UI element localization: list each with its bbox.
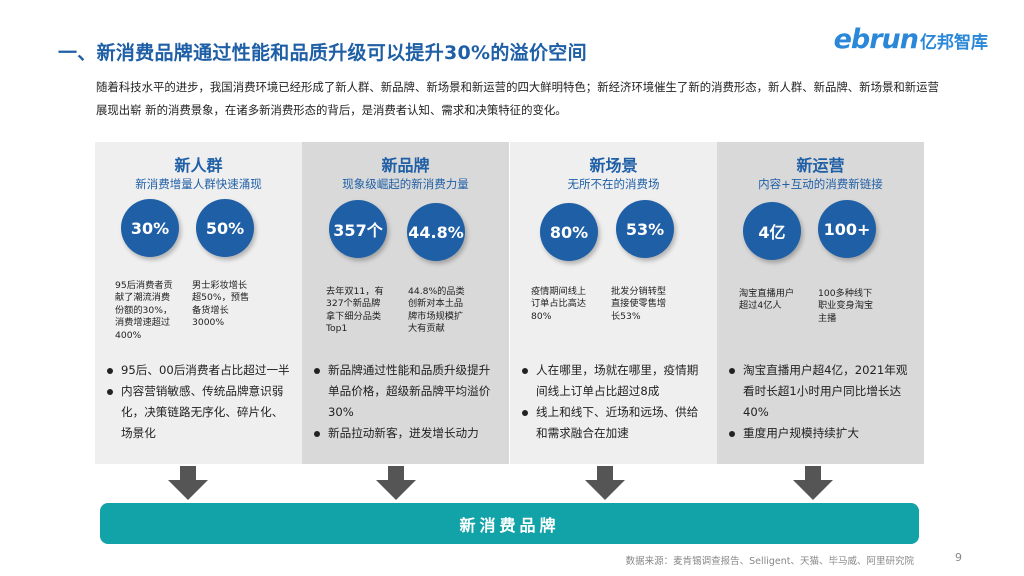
brand-logo: ebrun 亿邦智库 xyxy=(834,24,988,55)
bullet-item: 线上和线下、近场和远场、供给和需求融合在加速 xyxy=(522,402,709,444)
bullet-item: 重度用户规模持续扩大 xyxy=(729,423,916,444)
page-title: 一、新消费品牌通过性能和品质升级可以提升30%的溢价空间 xyxy=(58,42,587,64)
card-new-people: 新人群 新消费增量人群快速涌现 30% 50% 95后消费者贡 献了潮流消费 份… xyxy=(95,142,302,464)
stat-note: 95后消费者贡 献了潮流消费 份额的30%， 消费增速超过 400% xyxy=(115,280,173,341)
card-subtitle: 无所不在的消费场 xyxy=(567,177,660,191)
bullet-item: 新品牌通过性能和品质升级提升单品价格，超级新品牌平均溢价30% xyxy=(314,360,501,423)
data-source: 数据来源：麦肯锡调查报告、Selligent、天猫、毕马威、阿里研究院 xyxy=(625,556,914,567)
stat-circle: 357个 xyxy=(329,200,387,258)
stat-circle: 4亿 xyxy=(743,202,801,260)
stat-note: 疫情期间线上 订单占比高达 80% xyxy=(531,286,587,322)
card-subtitle: 现象级崛起的新消费力量 xyxy=(342,177,469,191)
logo-text-en: ebrun xyxy=(833,24,919,55)
bullet-item: 95后、00后消费者占比超过一半 xyxy=(107,360,294,381)
bullet-list: 淘宝直播用户超4亿，2021年观看时长超1小时用户同比增长达40% 重度用户规模… xyxy=(729,360,916,444)
bullet-list: 人在哪里，场就在哪里，疫情期间线上订单占比超过8成 线上和线下、近场和远场、供给… xyxy=(522,360,709,444)
stat-note: 淘宝直播用户 超过4亿人 xyxy=(739,288,795,312)
bullet-item: 人在哪里，场就在哪里，疫情期间线上订单占比超过8成 xyxy=(522,360,709,402)
stat-circle: 50% xyxy=(196,199,254,257)
page-number: 9 xyxy=(955,551,962,564)
stat-circle: 100+ xyxy=(818,200,876,258)
logo-text-cn: 亿邦智库 xyxy=(920,33,988,53)
stat-note: 男士彩妆增长 超50%，预售 备货增长 3000% xyxy=(192,280,250,329)
stat-circle: 80% xyxy=(540,203,598,261)
stat-note: 100多种线下 职业变身淘宝 主播 xyxy=(818,288,874,324)
card-new-operation: 新运营 内容+互动的消费新链接 4亿 100+ 淘宝直播用户 超过4亿人 100… xyxy=(717,142,924,464)
bullet-list: 95后、00后消费者占比超过一半 内容营销敏感、传统品牌意识弱化，决策链路无序化… xyxy=(107,360,294,444)
bullet-list: 新品牌通过性能和品质升级提升单品价格，超级新品牌平均溢价30% 新品拉动新客，迸… xyxy=(314,360,501,444)
bullet-item: 内容营销敏感、传统品牌意识弱化，决策链路无序化、碎片化、场景化 xyxy=(107,381,294,444)
stat-circle: 44.8% xyxy=(407,203,465,261)
bullet-item: 淘宝直播用户超4亿，2021年观看时长超1小时用户同比增长达40% xyxy=(729,360,916,423)
intro-paragraph: 随着科技水平的进步，我国消费环境已经形成了新人群、新品牌、新场景和新运营的四大鲜… xyxy=(96,80,939,117)
card-subtitle: 内容+互动的消费新链接 xyxy=(758,177,883,191)
card-title: 新人群 xyxy=(174,156,223,175)
stat-circle: 53% xyxy=(616,200,674,258)
stat-circle: 30% xyxy=(121,199,179,257)
card-title: 新运营 xyxy=(796,156,845,175)
bullet-item: 新品拉动新客，迸发增长动力 xyxy=(314,423,501,444)
card-subtitle: 新消费增量人群快速涌现 xyxy=(135,177,262,191)
stat-note: 44.8%的品类 创新对本土品 牌市场规模扩 大有贡献 xyxy=(408,286,465,335)
new-consumer-brand-bar: 新消费品牌 xyxy=(100,503,919,544)
stat-note: 去年双11，有 327个新品牌 拿下细分品类 Top1 xyxy=(326,286,384,335)
stat-note: 批发分销转型 直接使零售增 长53% xyxy=(611,286,667,322)
card-title: 新场景 xyxy=(589,156,638,175)
card-new-brand: 新品牌 现象级崛起的新消费力量 357个 44.8% 去年双11，有 327个新… xyxy=(302,142,509,464)
card-new-scene: 新场景 无所不在的消费场 80% 53% 疫情期间线上 订单占比高达 80% 批… xyxy=(510,142,717,464)
card-title: 新品牌 xyxy=(381,156,430,175)
